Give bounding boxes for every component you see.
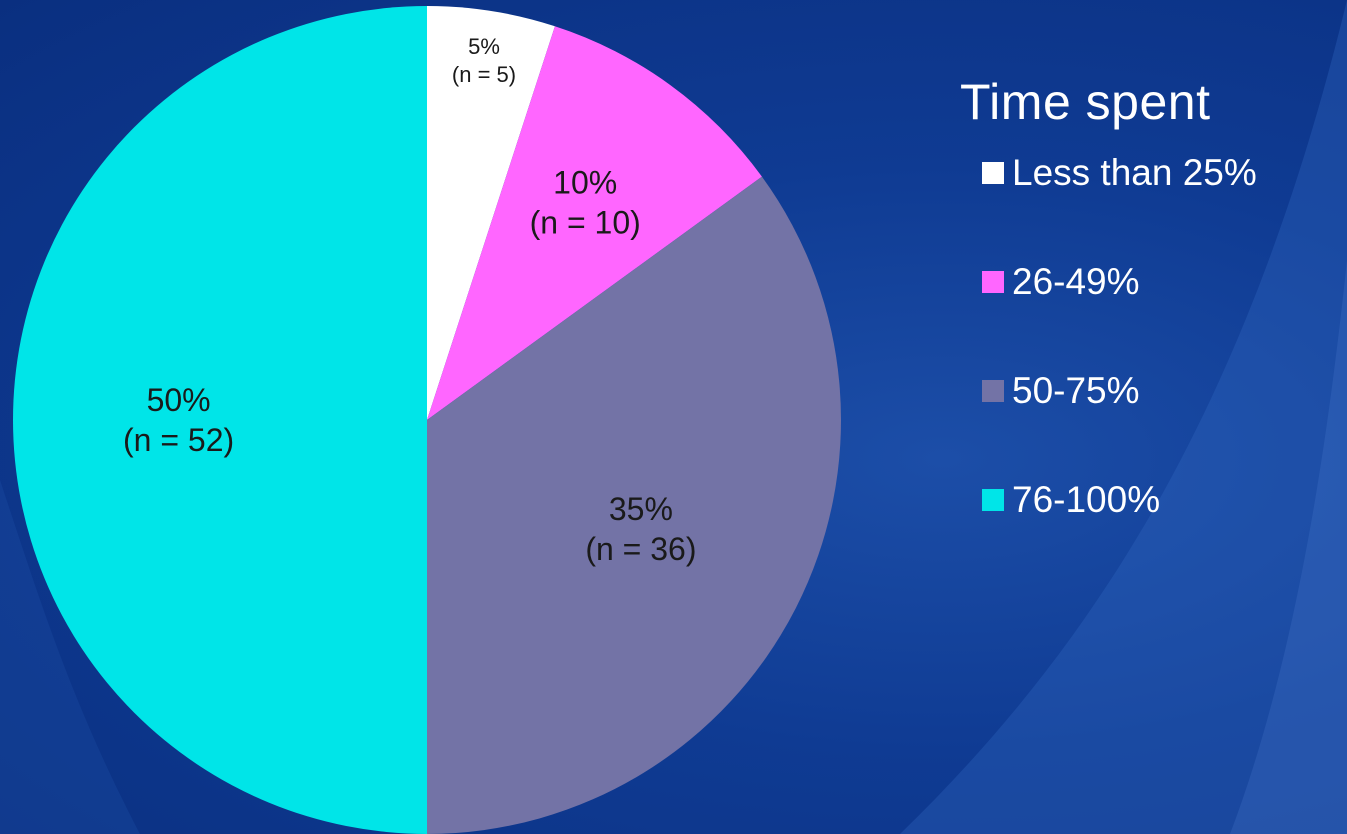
- slice-percent-label: 50%: [147, 382, 211, 418]
- slice-count-label: (n = 52): [123, 422, 234, 458]
- legend-label: 50-75%: [1012, 370, 1140, 411]
- slice-percent-label: 5%: [468, 34, 500, 59]
- pie-slice-less-than-25: [427, 6, 555, 420]
- slice-count-label: (n = 10): [530, 205, 641, 241]
- pie-slice-26-49: [427, 26, 762, 420]
- legend-entry-26-49: 26-49%: [982, 263, 1340, 301]
- slice-label-50-75: 35% (n = 36): [585, 491, 696, 567]
- legend-swatch: [982, 162, 1004, 184]
- pie-slice-76-100: [13, 6, 427, 834]
- legend-title: Time spent: [960, 74, 1211, 130]
- legend-swatch: [982, 271, 1004, 293]
- slice-count-label: (n = 5): [452, 62, 516, 87]
- legend-swatch: [982, 380, 1004, 402]
- slice-percent-label: 10%: [553, 165, 617, 201]
- slice-label-less-than-25: 5% (n = 5): [452, 34, 516, 87]
- pie-slice-50-75: [427, 176, 841, 834]
- pie-slice-labels: 5% (n = 5) 10% (n = 10) 35% (n = 36) 50% (n = 5…: [123, 34, 696, 567]
- slice-label-76-100: 50% (n = 52): [123, 382, 234, 458]
- legend-label: 76-100%: [1012, 479, 1161, 520]
- slice-count-label: (n = 36): [585, 531, 696, 567]
- legend-label: Less than 25%: [1012, 152, 1257, 193]
- legend-entry-less-than-25: Less than 25%: [982, 154, 1340, 192]
- slice-label-26-49: 10% (n = 10): [530, 165, 641, 241]
- legend: Time spent Less than 25% 26-49% 50-75% 7…: [960, 72, 1340, 590]
- legend-entry-76-100: 76-100%: [982, 481, 1340, 519]
- pie-slices: [13, 6, 841, 834]
- slice-percent-label: 35%: [609, 491, 673, 527]
- legend-entry-50-75: 50-75%: [982, 372, 1340, 410]
- legend-swatch: [982, 489, 1004, 511]
- legend-label: 26-49%: [1012, 261, 1140, 302]
